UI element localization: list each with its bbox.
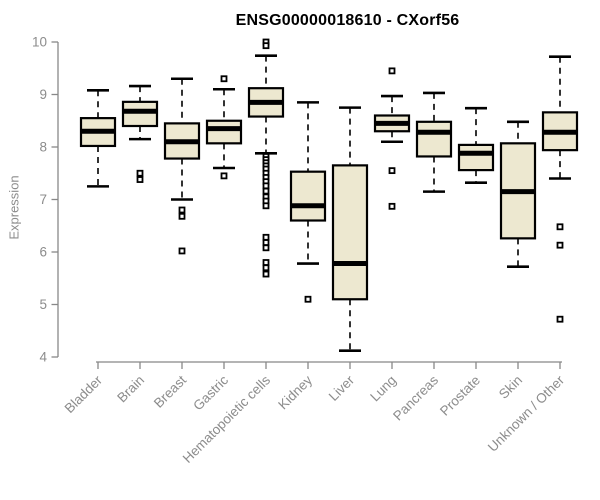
y-tick-label: 9 xyxy=(39,87,47,102)
x-tick-label: Prostate xyxy=(437,373,483,419)
x-tick-label: Bladder xyxy=(62,372,106,416)
x-tick-label: Lung xyxy=(367,373,399,405)
outlier-point xyxy=(262,244,270,252)
outlier-point xyxy=(262,187,270,195)
x-tick-label: Liver xyxy=(326,372,358,404)
outlier-point xyxy=(388,167,396,175)
outlier-point xyxy=(262,270,270,278)
x-tick-label: Kidney xyxy=(275,372,315,412)
outlier-point xyxy=(136,169,144,177)
outlier-point xyxy=(556,315,564,323)
y-tick-label: 10 xyxy=(32,35,47,50)
outlier-point xyxy=(178,247,186,255)
outlier-point xyxy=(262,182,270,190)
outlier-point xyxy=(262,259,270,266)
y-tick-label: 4 xyxy=(39,350,47,365)
x-tick-label: Gastric xyxy=(190,372,231,413)
x-tick-label: Unknown / Other xyxy=(485,372,568,455)
x-tick-label: Brain xyxy=(114,373,147,406)
outlier-point xyxy=(388,202,396,210)
box-liver xyxy=(331,164,369,301)
box-brain xyxy=(121,100,159,128)
outlier-point xyxy=(388,67,396,75)
x-tick-label: Skin xyxy=(496,373,525,402)
outlier-point xyxy=(556,223,564,231)
outlier-point xyxy=(136,176,144,183)
y-tick-label: 6 xyxy=(39,245,47,260)
y-tick-label: 8 xyxy=(39,140,47,155)
box-gastric xyxy=(205,119,243,145)
box-prostate xyxy=(457,143,495,172)
x-tick-label: Pancreas xyxy=(390,372,441,423)
outlier-point xyxy=(178,212,186,220)
outlier-point xyxy=(262,264,270,272)
y-tick-label: 5 xyxy=(39,297,47,312)
box-pancreas xyxy=(415,120,453,158)
outlier-point xyxy=(262,233,270,241)
x-tick-label: Breast xyxy=(151,372,189,410)
outlier-point xyxy=(220,75,228,83)
outlier-point xyxy=(262,42,270,50)
chart-title: ENSG00000018610 - CXorf56 xyxy=(235,12,460,29)
outlier-point xyxy=(262,239,270,246)
y-tick-label: 7 xyxy=(39,192,47,207)
outlier-point xyxy=(556,241,564,249)
outlier-point xyxy=(178,206,186,214)
box-kidney xyxy=(289,170,327,222)
outlier-point xyxy=(220,172,228,180)
outlier-point xyxy=(262,202,270,210)
outlier-point xyxy=(304,295,312,303)
